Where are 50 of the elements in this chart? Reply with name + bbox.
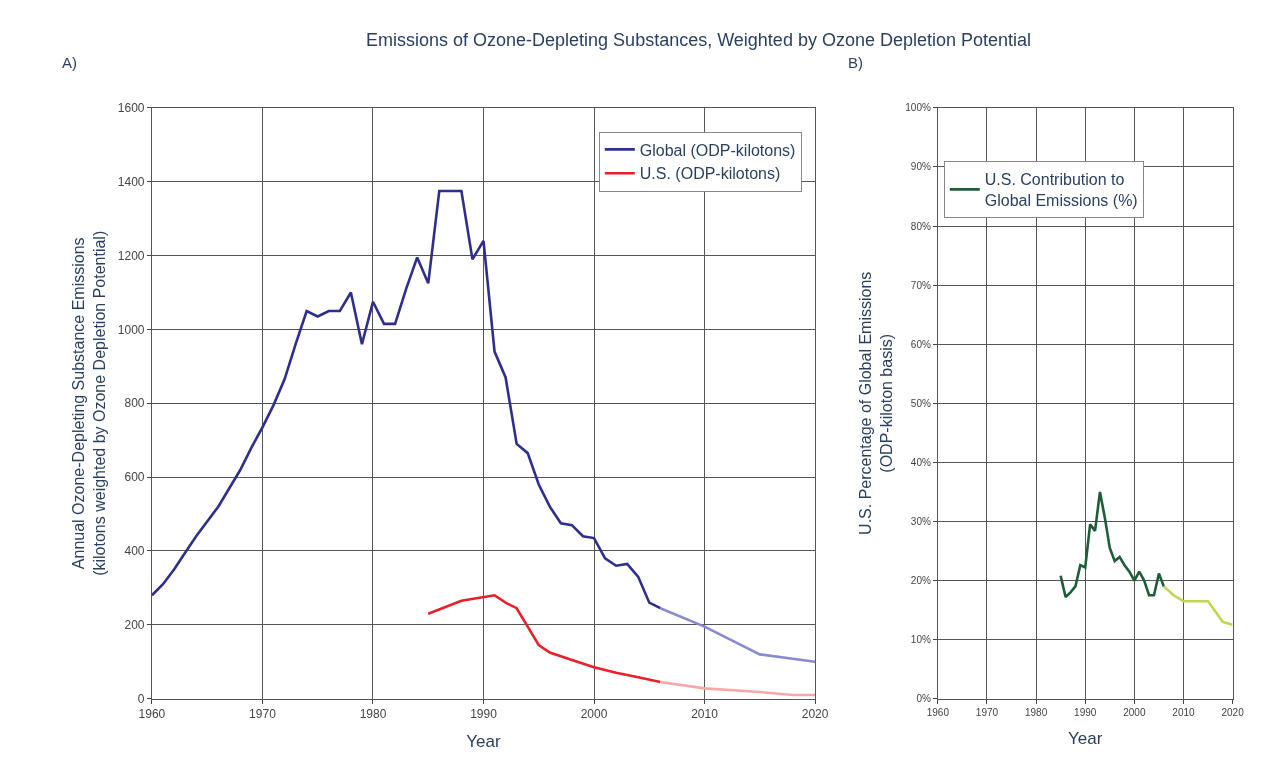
x-tick-label: 2000: [1123, 706, 1146, 718]
y-tick-label: 40%: [910, 456, 931, 468]
x-tick-label: 2020: [1221, 706, 1245, 718]
line-series: [1059, 490, 1166, 599]
x-tick-label: 1990: [1074, 706, 1097, 718]
y-tick-label: 0: [137, 691, 145, 706]
x-tick-label: 1970: [975, 706, 999, 718]
y-tick-label: 600: [124, 470, 145, 485]
y-tick-label: 90%: [910, 161, 931, 173]
line-series: [1162, 585, 1233, 627]
x-tick-label: 1960: [138, 707, 166, 722]
x-tick-label: 1970: [249, 707, 277, 722]
line-series: [659, 680, 816, 697]
y-tick-label: 800: [124, 396, 145, 411]
x-axis-title: Year: [466, 732, 502, 752]
text: A): [62, 54, 77, 71]
line-series: [659, 606, 816, 664]
text: B): [848, 54, 863, 71]
y-tick-label: 1000: [117, 322, 145, 337]
y-tick-label: 80%: [910, 220, 931, 232]
x-tick-label: 1960: [926, 706, 950, 718]
y-tick-label: 10%: [910, 634, 931, 646]
y-axis-title: Annual Ozone-Depleting Substance Emissions (kilotons weighted by Ozone Depletion Potential): [69, 230, 108, 576]
y-tick-label: 50%: [910, 397, 931, 409]
x-tick-label: 1990: [470, 707, 498, 722]
legend-label: U.S. Contribution to Global Emissions (%): [984, 171, 1138, 209]
x-tick-label: 1980: [359, 707, 387, 722]
x-tick-label: 2000: [580, 707, 608, 722]
x-tick-label: 2010: [1172, 706, 1196, 718]
x-tick-label: 2020: [801, 707, 829, 722]
x-tick-label: 1980: [1024, 706, 1048, 718]
y-tick-label: 200: [124, 618, 145, 633]
y-tick-label: 1600: [117, 101, 145, 116]
y-tick-label: 60%: [910, 338, 931, 350]
y-tick-label: 1400: [117, 174, 145, 189]
line-series: [151, 189, 662, 610]
y-axis-title: U.S. Percentage of Global Emissions (ODP-kiloton basis): [857, 271, 896, 535]
line-series: [426, 593, 662, 684]
legend-label: U.S. (ODP-kilotons): [639, 165, 781, 183]
y-tick-label: 70%: [910, 279, 931, 291]
x-tick-label: 2010: [691, 707, 719, 722]
legend-label: Global (ODP-kilotons): [639, 141, 796, 159]
y-tick-label: 0%: [916, 693, 931, 705]
y-tick-label: 100%: [905, 102, 931, 114]
y-tick-label: 30%: [910, 515, 931, 527]
y-tick-label: 1200: [117, 248, 145, 263]
x-axis-title: Year: [1068, 729, 1103, 749]
chart-title: Emissions of Ozone-Depleting Substances, Weighted by Ozone Depletion Potential: [366, 30, 1032, 50]
y-tick-label: 400: [124, 544, 145, 559]
y-tick-label: 20%: [910, 575, 931, 587]
